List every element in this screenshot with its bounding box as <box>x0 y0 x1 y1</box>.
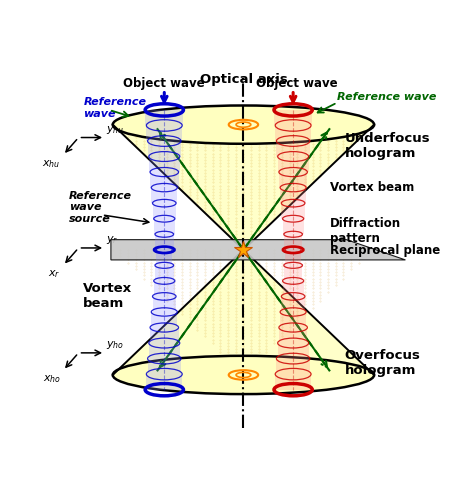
Bar <box>284 265 303 281</box>
Bar <box>150 327 179 343</box>
Text: Reference
wave: Reference wave <box>83 97 146 119</box>
Bar <box>148 141 181 157</box>
Bar <box>149 343 180 358</box>
Bar <box>275 374 311 390</box>
Bar <box>276 358 310 374</box>
Polygon shape <box>111 240 405 260</box>
Text: $x_{ho}$: $x_{ho}$ <box>43 373 61 385</box>
Bar <box>283 218 304 234</box>
Bar <box>278 343 309 358</box>
Bar <box>156 250 172 265</box>
Text: Reference
wave
source: Reference wave source <box>68 191 132 224</box>
Bar <box>285 250 301 265</box>
Text: Diffraction
pattern: Diffraction pattern <box>330 218 401 246</box>
Bar <box>283 281 304 297</box>
Bar <box>146 126 182 141</box>
Ellipse shape <box>113 356 374 394</box>
Polygon shape <box>113 250 374 375</box>
Bar <box>278 157 309 172</box>
Bar <box>152 297 176 312</box>
Bar <box>155 234 174 250</box>
Ellipse shape <box>113 106 374 144</box>
Bar <box>280 188 306 203</box>
Bar <box>146 374 182 390</box>
Bar <box>284 234 303 250</box>
Text: Underfocus
hologram: Underfocus hologram <box>345 132 430 160</box>
Bar <box>274 110 312 126</box>
Text: $x_{hu}$: $x_{hu}$ <box>42 158 61 169</box>
Bar <box>145 110 183 126</box>
Bar <box>149 157 180 172</box>
Bar <box>150 172 179 188</box>
Text: Overfocus
hologram: Overfocus hologram <box>345 349 420 377</box>
Text: $y_{hu}$: $y_{hu}$ <box>106 124 125 136</box>
Bar <box>155 265 174 281</box>
Text: $y_r$: $y_r$ <box>106 234 119 246</box>
Bar <box>148 358 181 374</box>
Text: Vortex
beam: Vortex beam <box>83 282 133 310</box>
Bar <box>275 126 311 141</box>
Bar <box>154 218 175 234</box>
Bar <box>280 312 306 327</box>
Bar <box>152 203 176 218</box>
Text: $y_{ho}$: $y_{ho}$ <box>106 339 124 351</box>
Text: Optical axis: Optical axis <box>200 73 287 86</box>
Text: Object wave: Object wave <box>124 77 205 90</box>
Bar <box>279 327 307 343</box>
Text: $x_r$: $x_r$ <box>48 268 61 280</box>
Bar <box>276 141 310 157</box>
Bar <box>151 312 177 327</box>
Polygon shape <box>113 125 374 250</box>
Bar <box>154 281 175 297</box>
Text: Object wave: Object wave <box>256 77 338 90</box>
Text: Reciprocal plane: Reciprocal plane <box>330 244 440 257</box>
Bar <box>279 172 307 188</box>
Bar <box>151 188 177 203</box>
Text: Reference wave: Reference wave <box>337 91 437 102</box>
Text: Vortex beam: Vortex beam <box>330 181 414 194</box>
Bar <box>281 297 305 312</box>
Bar <box>281 203 305 218</box>
